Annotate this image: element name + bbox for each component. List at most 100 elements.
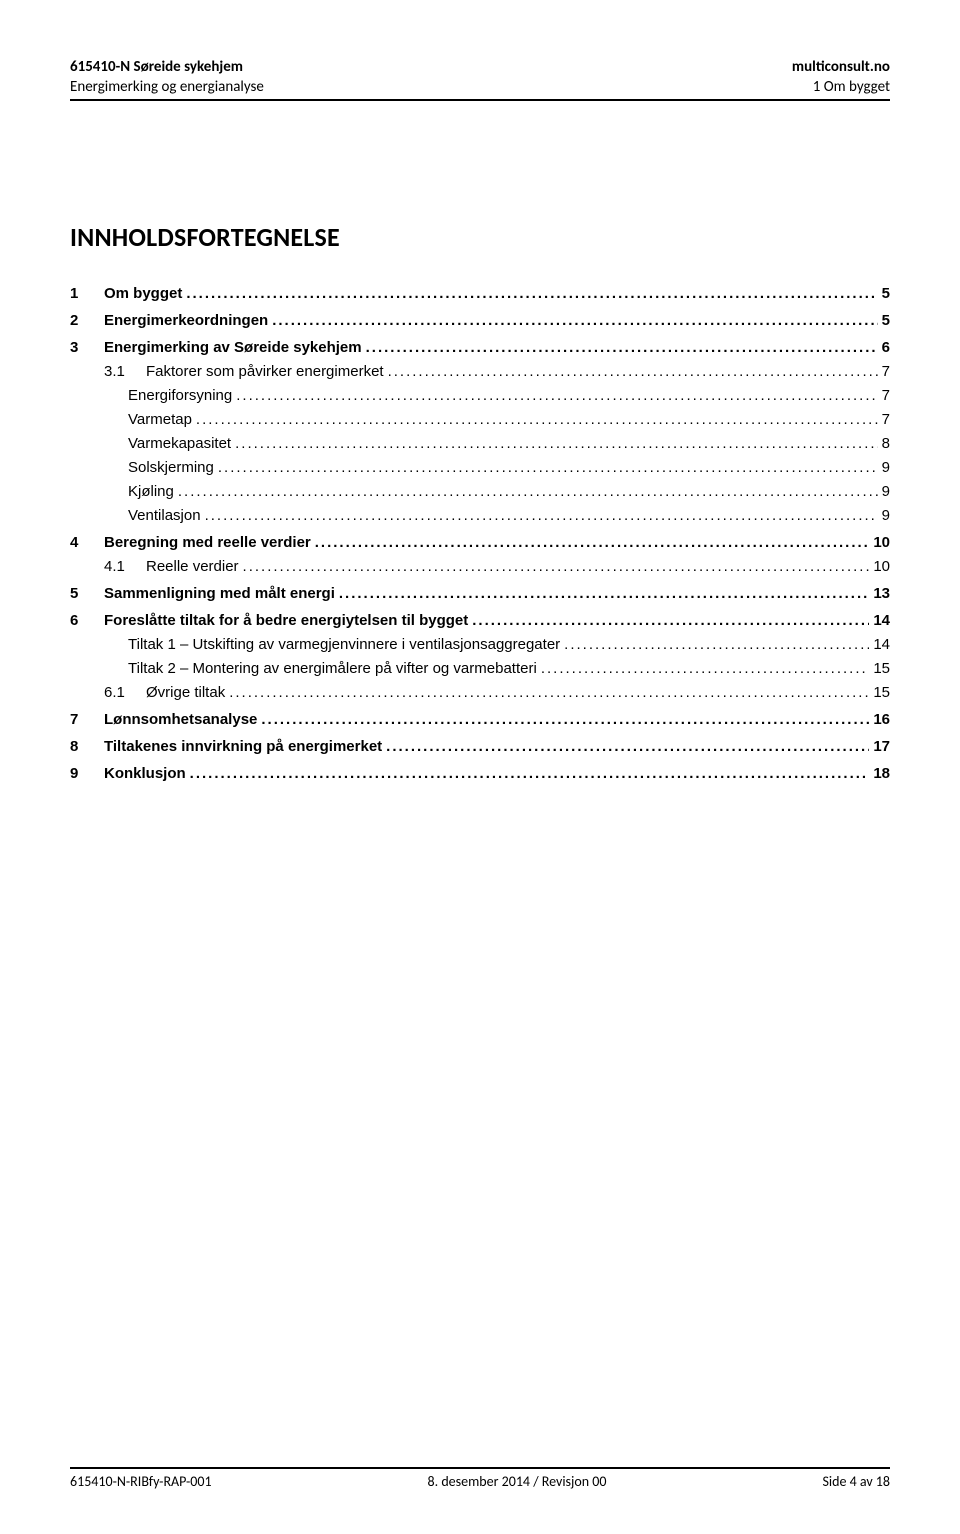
- toc-entry-page: 10: [869, 534, 890, 551]
- toc-leader-dots: ........................................…: [218, 459, 878, 476]
- toc-leader-dots: ........................................…: [205, 507, 878, 524]
- footer-doc-code: 615410-N-RIBfy-RAP-001: [70, 1473, 212, 1490]
- toc-entry: 3Energimerking av Søreide sykehjem......…: [70, 339, 890, 356]
- toc-entry-page: 10: [869, 558, 890, 575]
- toc-entry-page: 14: [869, 612, 890, 629]
- toc-entry-label: Øvrige tiltak: [146, 684, 229, 701]
- toc-entry: 7Lønnsomhetsanalyse.....................…: [70, 711, 890, 728]
- toc-entry-label: Kjøling: [128, 483, 178, 500]
- toc-leader-dots: ........................................…: [472, 612, 869, 629]
- toc-entry-number: 2: [70, 312, 104, 329]
- toc-entry: Varmetap................................…: [70, 411, 890, 428]
- doc-subtitle: Energimerking og energianalyse: [70, 78, 264, 96]
- toc-entry-label: Beregning med reelle verdier: [104, 534, 315, 551]
- toc-leader-dots: ........................................…: [366, 339, 878, 356]
- header-divider: [70, 99, 890, 101]
- toc-entry-label: Reelle verdier: [146, 558, 243, 575]
- page-footer: 615410-N-RIBfy-RAP-001 8. desember 2014 …: [70, 1467, 890, 1490]
- toc-leader-dots: ........................................…: [178, 483, 878, 500]
- toc-entry: Energiforsyning.........................…: [70, 387, 890, 404]
- toc-entry: 6Foreslåtte tiltak for å bedre energiyte…: [70, 612, 890, 629]
- toc-leader-dots: ........................................…: [339, 585, 869, 602]
- toc-entry-page: 9: [878, 459, 890, 476]
- toc-entry-page: 5: [878, 285, 890, 302]
- toc-entry-label: Solskjerming: [128, 459, 218, 476]
- toc-entry-page: 18: [869, 765, 890, 782]
- toc-leader-dots: ........................................…: [541, 660, 870, 677]
- toc-entry-label: Foreslåtte tiltak for å bedre energiytel…: [104, 612, 472, 629]
- toc-entry: 9Konklusjon.............................…: [70, 765, 890, 782]
- page: 615410-N Søreide sykehjem multiconsult.n…: [0, 0, 960, 782]
- toc-leader-dots: ........................................…: [272, 312, 877, 329]
- toc-entry-label: Tiltak 2 – Montering av energimålere på …: [128, 660, 541, 677]
- toc-leader-dots: ........................................…: [386, 738, 869, 755]
- toc-entry-label: Tiltakenes innvirkning på energimerket: [104, 738, 386, 755]
- toc-entry-label: Om bygget: [104, 285, 186, 302]
- toc-entry: 1Om bygget..............................…: [70, 285, 890, 302]
- toc-entry-number: 4.1: [70, 558, 146, 575]
- toc-title: INNHOLDSFORTEGNELSE: [70, 221, 890, 253]
- toc-entry-page: 7: [878, 387, 890, 404]
- toc-leader-dots: ........................................…: [190, 765, 870, 782]
- toc-entry-number: 8: [70, 738, 104, 755]
- footer-divider: [70, 1467, 890, 1469]
- toc-entry-page: 9: [878, 483, 890, 500]
- toc-leader-dots: ........................................…: [229, 684, 869, 701]
- toc-entry-number: 7: [70, 711, 104, 728]
- toc-entry-number: 1: [70, 285, 104, 302]
- footer-page-num: Side 4 av 18: [822, 1473, 890, 1490]
- toc-entry-page: 15: [869, 660, 890, 677]
- toc-leader-dots: ........................................…: [388, 363, 878, 380]
- toc-entry-page: 5: [878, 312, 890, 329]
- toc-leader-dots: ........................................…: [243, 558, 870, 575]
- toc-leader-dots: ........................................…: [186, 285, 877, 302]
- toc-entry-label: Ventilasjon: [128, 507, 205, 524]
- toc-entry-label: Faktorer som påvirker energimerket: [146, 363, 388, 380]
- toc-entry-page: 8: [878, 435, 890, 452]
- table-of-contents: 1Om bygget..............................…: [70, 285, 890, 782]
- toc-entry-label: Energimerking av Søreide sykehjem: [104, 339, 366, 356]
- toc-leader-dots: ........................................…: [235, 435, 878, 452]
- toc-entry-page: 16: [869, 711, 890, 728]
- header-row-bold: 615410-N Søreide sykehjem multiconsult.n…: [70, 58, 890, 76]
- site-url: multiconsult.no: [792, 58, 890, 76]
- toc-entry-label: Sammenligning med målt energi: [104, 585, 339, 602]
- toc-entry-number: 9: [70, 765, 104, 782]
- toc-entry-page: 9: [878, 507, 890, 524]
- toc-leader-dots: ........................................…: [196, 411, 878, 428]
- toc-entry-page: 6: [878, 339, 890, 356]
- toc-entry: Solskjerming............................…: [70, 459, 890, 476]
- toc-entry: Kjøling.................................…: [70, 483, 890, 500]
- toc-entry-page: 14: [869, 636, 890, 653]
- toc-entry: 6.1Øvrige tiltak........................…: [70, 684, 890, 701]
- toc-entry-label: Tiltak 1 – Utskifting av varmegjenvinner…: [128, 636, 564, 653]
- doc-id: 615410-N Søreide sykehjem: [70, 58, 243, 76]
- toc-entry-label: Lønnsomhetsanalyse: [104, 711, 261, 728]
- toc-entry: 2Energimerkeordningen...................…: [70, 312, 890, 329]
- toc-entry-page: 15: [869, 684, 890, 701]
- toc-entry: Ventilasjon.............................…: [70, 507, 890, 524]
- toc-entry-label: Energiforsyning: [128, 387, 236, 404]
- toc-entry-number: 6.1: [70, 684, 146, 701]
- toc-entry-number: 3.1: [70, 363, 146, 380]
- toc-entry-label: Varmekapasitet: [128, 435, 235, 452]
- toc-entry-number: 5: [70, 585, 104, 602]
- toc-entry-label: Energimerkeordningen: [104, 312, 272, 329]
- toc-entry: 4Beregning med reelle verdier...........…: [70, 534, 890, 551]
- toc-leader-dots: ........................................…: [564, 636, 869, 653]
- toc-entry: 4.1Reelle verdier.......................…: [70, 558, 890, 575]
- footer-row: 615410-N-RIBfy-RAP-001 8. desember 2014 …: [70, 1473, 890, 1490]
- toc-entry-label: Konklusjon: [104, 765, 190, 782]
- toc-entry-page: 17: [869, 738, 890, 755]
- toc-entry: Tiltak 1 – Utskifting av varmegjenvinner…: [70, 636, 890, 653]
- toc-entry: 8Tiltakenes innvirkning på energimerket.…: [70, 738, 890, 755]
- toc-leader-dots: ........................................…: [236, 387, 877, 404]
- toc-entry-page: 7: [878, 411, 890, 428]
- toc-leader-dots: ........................................…: [315, 534, 870, 551]
- toc-entry: Varmekapasitet..........................…: [70, 435, 890, 452]
- section-ref: 1 Om bygget: [813, 78, 890, 96]
- footer-date: 8. desember 2014 / Revisjon 00: [428, 1473, 607, 1490]
- toc-entry: 5Sammenligning med målt energi..........…: [70, 585, 890, 602]
- toc-entry-page: 7: [878, 363, 890, 380]
- toc-entry-number: 3: [70, 339, 104, 356]
